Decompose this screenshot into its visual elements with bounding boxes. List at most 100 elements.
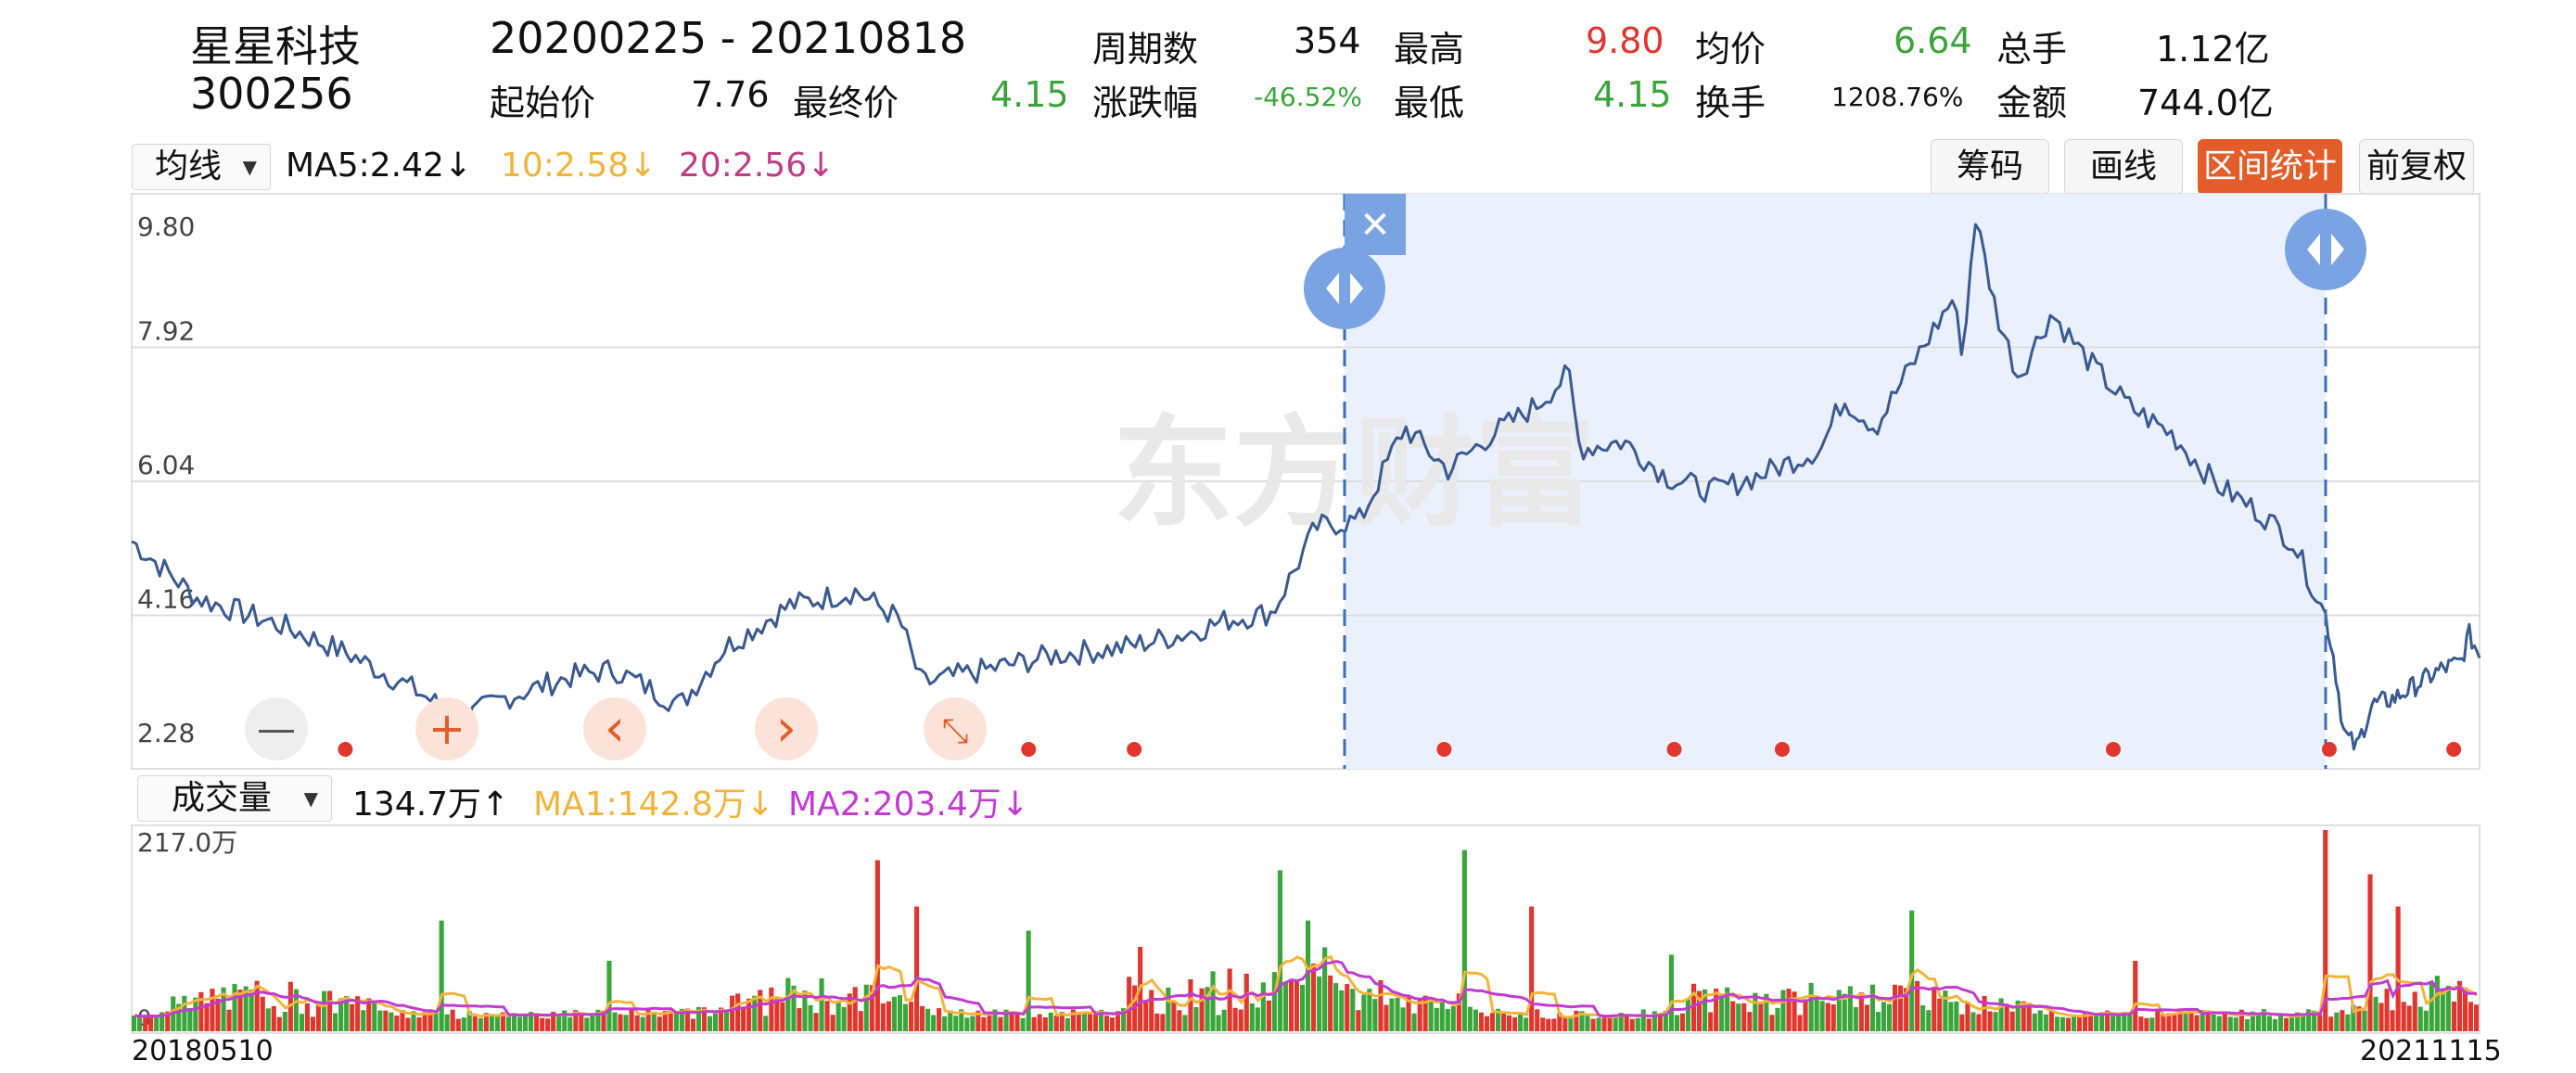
- volume-bar: [819, 977, 824, 1031]
- volume-bar: [1456, 993, 1461, 1031]
- volume-bar: [276, 1016, 282, 1031]
- volume-bar: [265, 1008, 271, 1031]
- shrink-button[interactable]: ⤡: [924, 697, 987, 760]
- volume-bar: [1937, 998, 1943, 1031]
- selection-end-handle[interactable]: [2285, 209, 2366, 290]
- volume-bar: [299, 1014, 305, 1031]
- volume-bar: [2429, 983, 2434, 1031]
- event-marker[interactable]: [2446, 742, 2462, 757]
- volume-bar: [1663, 1011, 1668, 1031]
- volume-bar: [405, 1017, 411, 1031]
- volume-bar: [2188, 1011, 2194, 1031]
- volume-bar: [1893, 984, 1898, 1031]
- pan-left-button[interactable]: ‹: [583, 697, 646, 760]
- volume-bar: [500, 1012, 506, 1031]
- selection-start-handle[interactable]: [1304, 248, 1385, 329]
- volume-bar: [657, 1016, 662, 1031]
- interval-stats-button[interactable]: 区间统计: [2198, 139, 2342, 195]
- event-marker[interactable]: [1666, 742, 1682, 757]
- volume-bar: [1065, 1017, 1070, 1031]
- volume-bar: [1943, 990, 1948, 1031]
- chevron-right-icon: ›: [776, 698, 797, 759]
- volume-bar: [1853, 1007, 1858, 1031]
- volume-bar: [1177, 1010, 1182, 1031]
- volume-bar: [1445, 1008, 1450, 1031]
- volume-bar: [1507, 1015, 1512, 1031]
- volume-bar: [2211, 1015, 2216, 1031]
- volume-bar: [634, 1015, 640, 1031]
- y-tick-label: 7.92: [137, 316, 195, 347]
- volume-bar: [2043, 1014, 2048, 1031]
- draw-line-button[interactable]: 画线: [2064, 139, 2183, 195]
- indicator-select[interactable]: 成交量 ▼: [137, 775, 332, 822]
- volume-bar: [1311, 964, 1317, 1031]
- volume-bar: [2278, 1014, 2284, 1031]
- chevron-down-icon: ▼: [303, 787, 318, 810]
- volume-bar: [2004, 1006, 2009, 1031]
- event-marker[interactable]: [1774, 742, 1790, 757]
- volume-bar: [2238, 1009, 2244, 1031]
- chips-button[interactable]: 筹码: [1931, 139, 2049, 195]
- volume-bar: [2323, 830, 2328, 1031]
- volume-bar: [713, 1012, 719, 1031]
- low-label: 最低: [1394, 83, 1465, 123]
- event-marker[interactable]: [338, 742, 353, 757]
- volume-bar: [953, 1016, 959, 1031]
- stock-code: 300256: [190, 69, 353, 119]
- volume-bar: [629, 1010, 634, 1031]
- event-marker[interactable]: [1436, 742, 1452, 757]
- volume-bar: [1719, 993, 1725, 1031]
- volume-bar: [1216, 1015, 1221, 1031]
- event-marker[interactable]: [2321, 742, 2337, 757]
- volume-bar: [344, 996, 350, 1031]
- event-marker[interactable]: [1021, 742, 1037, 757]
- volume-bar: [780, 1002, 785, 1031]
- volume-bar: [1260, 982, 1266, 1031]
- volume-bar: [2149, 1017, 2155, 1031]
- minus-icon: —: [257, 706, 296, 751]
- volume-bar: [249, 990, 254, 1031]
- volume-bar: [830, 1015, 835, 1031]
- volume-bar: [1607, 1015, 1613, 1031]
- volume-bar: [478, 1017, 483, 1031]
- volume-bar: [976, 1010, 981, 1031]
- volume-bar: [601, 1011, 606, 1031]
- volume-bar: [769, 987, 774, 1031]
- volume-bar: [511, 1013, 517, 1031]
- ma-type-select[interactable]: 均线 ▼: [132, 144, 271, 190]
- volume-bar: [2445, 986, 2451, 1031]
- volume-bar: [1104, 1016, 1110, 1031]
- volume-bar: [350, 1003, 355, 1031]
- zoom-in-button[interactable]: +: [415, 697, 478, 760]
- volume-bar: [1585, 1015, 1590, 1031]
- event-marker[interactable]: [1127, 742, 1142, 757]
- pan-right-button[interactable]: ›: [755, 697, 818, 760]
- volume-bar: [143, 1016, 148, 1031]
- volume-bar: [914, 906, 920, 1031]
- avg-price-label: 均价: [1695, 29, 1766, 70]
- volume-bar: [137, 1016, 143, 1031]
- volume-bar: [389, 1012, 394, 1031]
- volume-bar: [2301, 1015, 2306, 1031]
- close-icon: ✕: [1359, 204, 1391, 247]
- forward-adjust-button[interactable]: 前复权: [2359, 139, 2474, 195]
- volume-bar: [551, 1012, 556, 1031]
- volume-bar: [210, 989, 215, 1031]
- volume-bar: [2334, 1012, 2340, 1031]
- volume-bar: [193, 997, 198, 1031]
- volume-bar: [182, 995, 187, 1031]
- volume-bar: [1193, 1007, 1199, 1031]
- event-marker[interactable]: [2106, 742, 2122, 757]
- selection-close-button[interactable]: [1345, 194, 1406, 255]
- volume-bar: [2105, 1010, 2111, 1031]
- volume-bar: [1282, 982, 1289, 1031]
- volume-bar: [1540, 1017, 1546, 1031]
- volume-ma2: MA2:203.4万↓: [788, 786, 1029, 824]
- zoom-out-button[interactable]: —: [245, 697, 308, 760]
- volume-bar: [886, 1001, 892, 1031]
- volume-bar: [1875, 1012, 1881, 1031]
- volume-bar: [2009, 1011, 2015, 1031]
- volume-bar: [1422, 995, 1428, 1031]
- volume-bar: [1467, 1006, 1473, 1031]
- volume-bar: [293, 989, 299, 1031]
